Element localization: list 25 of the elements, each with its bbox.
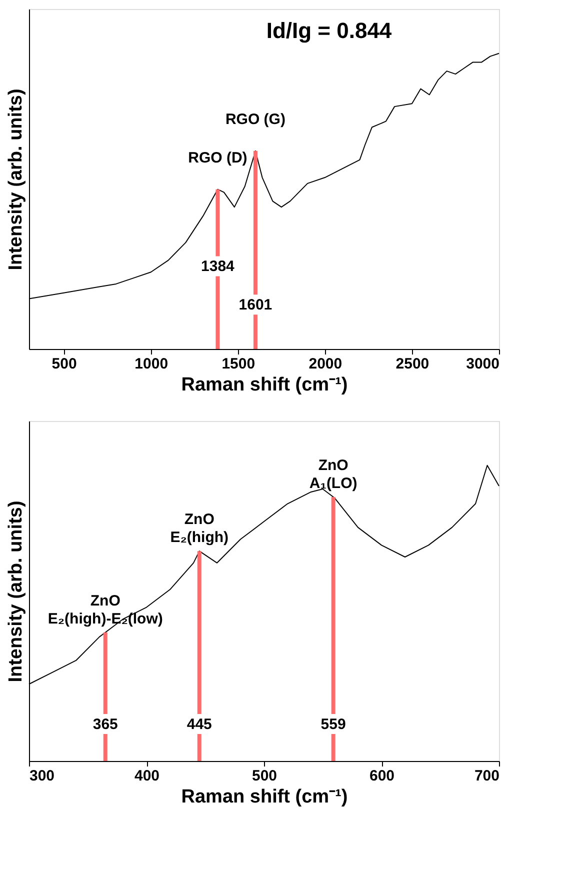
x-tick-label: 3000 [466,356,500,372]
x-tick-label: 600 [369,768,395,784]
x-axis-title: Raman shift (cm⁻¹) [181,786,348,808]
y-axis-title: Intensity (arb. units) [6,88,26,270]
annotation: 445 [186,716,212,734]
annotation: 365 [92,716,118,734]
ref-line-label: RGO (D) [188,149,248,166]
annotation: 1601 [238,296,272,314]
x-tick-label: 500 [52,356,77,372]
x-tick-label: 1000 [134,356,168,372]
annotation: 559 [320,716,346,734]
x-tick-label: 700 [474,768,500,784]
text: Id/Ig = 0.844 [266,18,392,43]
x-axis-title: Raman shift (cm⁻¹) [181,374,348,396]
ref-line-label: ZnO A₁(LO) [309,456,358,492]
x-tick-label: 1500 [222,356,256,372]
x-tick-label: 400 [134,768,160,784]
ref-line-label: RGO (G) [225,110,286,128]
annotation: 1384 [201,258,236,276]
ref-line-label: ZnO E₂(high) [170,511,229,546]
x-tick-label: 2500 [396,356,430,372]
x-tick-label: 500 [252,768,278,784]
y-axis-title: Intensity (arb. units) [6,500,26,682]
x-tick-label: 300 [30,768,55,784]
x-tick-label: 2000 [308,356,342,372]
